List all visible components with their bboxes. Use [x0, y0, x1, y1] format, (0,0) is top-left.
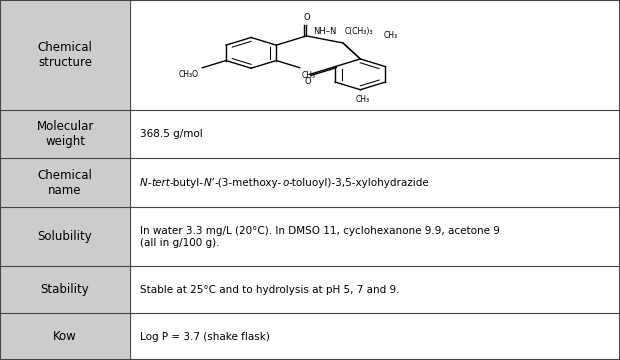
Text: C(CH₃)₃: C(CH₃)₃: [345, 27, 373, 36]
Text: O: O: [305, 77, 311, 86]
Text: CH₃: CH₃: [384, 31, 397, 40]
Bar: [130, 158, 620, 207]
Text: CH₃: CH₃: [302, 71, 316, 80]
Bar: [0, 266, 130, 313]
Text: -butyl-: -butyl-: [170, 178, 204, 188]
Bar: [130, 110, 620, 158]
Bar: [0, 158, 130, 207]
Text: CH₃O: CH₃O: [179, 70, 198, 79]
Text: Solubility: Solubility: [38, 230, 92, 243]
Text: -: -: [148, 178, 151, 188]
Bar: [0, 313, 130, 360]
Text: NH–N: NH–N: [313, 27, 337, 36]
Text: N: N: [140, 178, 148, 188]
Text: tert: tert: [151, 178, 170, 188]
Text: N’: N’: [204, 178, 215, 188]
Bar: [0, 0, 130, 110]
Text: In water 3.3 mg/L (20°C). In DMSO 11, cyclohexanone 9.9, acetone 9
(all in g/100: In water 3.3 mg/L (20°C). In DMSO 11, cy…: [140, 226, 499, 248]
Text: 368.5 g/mol: 368.5 g/mol: [140, 129, 202, 139]
Bar: [0, 207, 130, 266]
Text: Stable at 25°C and to hydrolysis at pH 5, 7 and 9.: Stable at 25°C and to hydrolysis at pH 5…: [140, 285, 399, 295]
Text: Chemical
structure: Chemical structure: [38, 41, 92, 69]
Bar: [0, 110, 130, 158]
Bar: [130, 0, 620, 110]
Text: -(3-methoxy-: -(3-methoxy-: [215, 178, 282, 188]
Bar: [130, 207, 620, 266]
Text: Stability: Stability: [41, 283, 89, 296]
Text: O: O: [303, 13, 310, 22]
Text: -toluoyl)-3,5-xylohydrazide: -toluoyl)-3,5-xylohydrazide: [288, 178, 429, 188]
Text: Kow: Kow: [53, 330, 77, 343]
Text: Log P = 3.7 (shake flask): Log P = 3.7 (shake flask): [140, 332, 269, 342]
Text: Molecular
weight: Molecular weight: [37, 120, 94, 148]
Text: Chemical
name: Chemical name: [38, 169, 92, 197]
Text: CH₃: CH₃: [355, 95, 370, 104]
Bar: [130, 266, 620, 313]
Text: o: o: [282, 178, 288, 188]
Bar: [130, 313, 620, 360]
